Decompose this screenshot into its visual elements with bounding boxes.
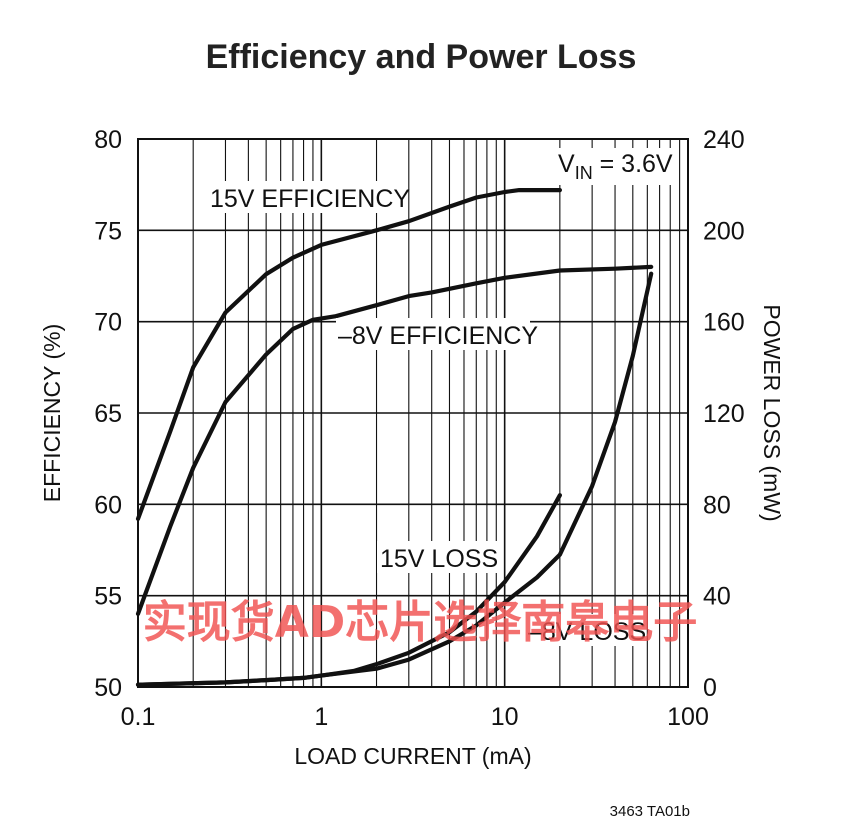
series-layer [135, 188, 654, 687]
y-axis-right-label: POWER LOSS (mW) [759, 304, 785, 521]
y-right-tick-label: 200 [703, 217, 745, 245]
condition-suffix: = 3.6V [593, 150, 673, 178]
y-axis-left-label: EFFICIENCY (%) [39, 324, 65, 502]
annotation-bg-15v-loss [377, 541, 501, 573]
tick-labels: 0.1 1 10 100 50 55 60 65 70 75 80 0 40 80 120 160 200 240 [94, 126, 745, 731]
series-line-15v-efficiency [135, 188, 563, 522]
y-right-tick-label: 160 [703, 309, 745, 337]
y-left-tick-label: 80 [94, 126, 122, 154]
annotation-bg-8v-efficiency [336, 318, 530, 350]
y-left-tick-label: 50 [94, 674, 122, 702]
plot-frame [137, 138, 689, 688]
y-left-tick-label: 60 [94, 491, 122, 519]
annotation-15v-loss: 15V LOSS [380, 545, 498, 573]
watermark-text: 实现货AD芯片选择南皋电子 [143, 597, 698, 648]
series-line-8v-loss [135, 271, 654, 687]
condition-box: VIN = 3.6V [554, 148, 677, 185]
annotation-8v-efficiency: –8V EFFICIENCY [338, 322, 538, 350]
chart-title: Efficiency and Power Loss [206, 38, 637, 76]
annotation-bg-8v-loss [525, 614, 645, 646]
y-left-tick-label: 65 [94, 400, 122, 428]
annotation-bg-15v-efficiency [206, 181, 400, 213]
x-axis-label: LOAD CURRENT (mA) [294, 743, 531, 769]
condition-subscript: IN [575, 163, 593, 183]
x-tick-label: 1 [314, 703, 328, 731]
x-tick-label: 0.1 [121, 703, 156, 731]
annotation-15v-efficiency: 15V EFFICIENCY [210, 185, 410, 213]
y-left-tick-label: 75 [94, 217, 122, 245]
figure-code: 3463 TA01b [610, 803, 690, 820]
grid [137, 138, 688, 688]
condition-label: VIN = 3.6V [558, 150, 673, 183]
y-right-tick-label: 0 [703, 674, 717, 702]
series-line-8v-efficiency [135, 264, 654, 617]
y-right-tick-label: 80 [703, 491, 731, 519]
y-left-tick-label: 70 [94, 309, 122, 337]
x-tick-label: 100 [667, 703, 709, 731]
y-right-tick-label: 240 [703, 126, 745, 154]
annotations: 15V EFFICIENCY –8V EFFICIENCY 15V LOSS –… [206, 181, 646, 646]
y-left-tick-label: 55 [94, 583, 122, 611]
x-tick-label: 10 [491, 703, 519, 731]
annotation-8v-loss: –8V LOSS [528, 618, 646, 646]
y-right-tick-label: 40 [703, 583, 731, 611]
y-right-tick-label: 120 [703, 400, 745, 428]
condition-prefix: V [558, 150, 575, 178]
